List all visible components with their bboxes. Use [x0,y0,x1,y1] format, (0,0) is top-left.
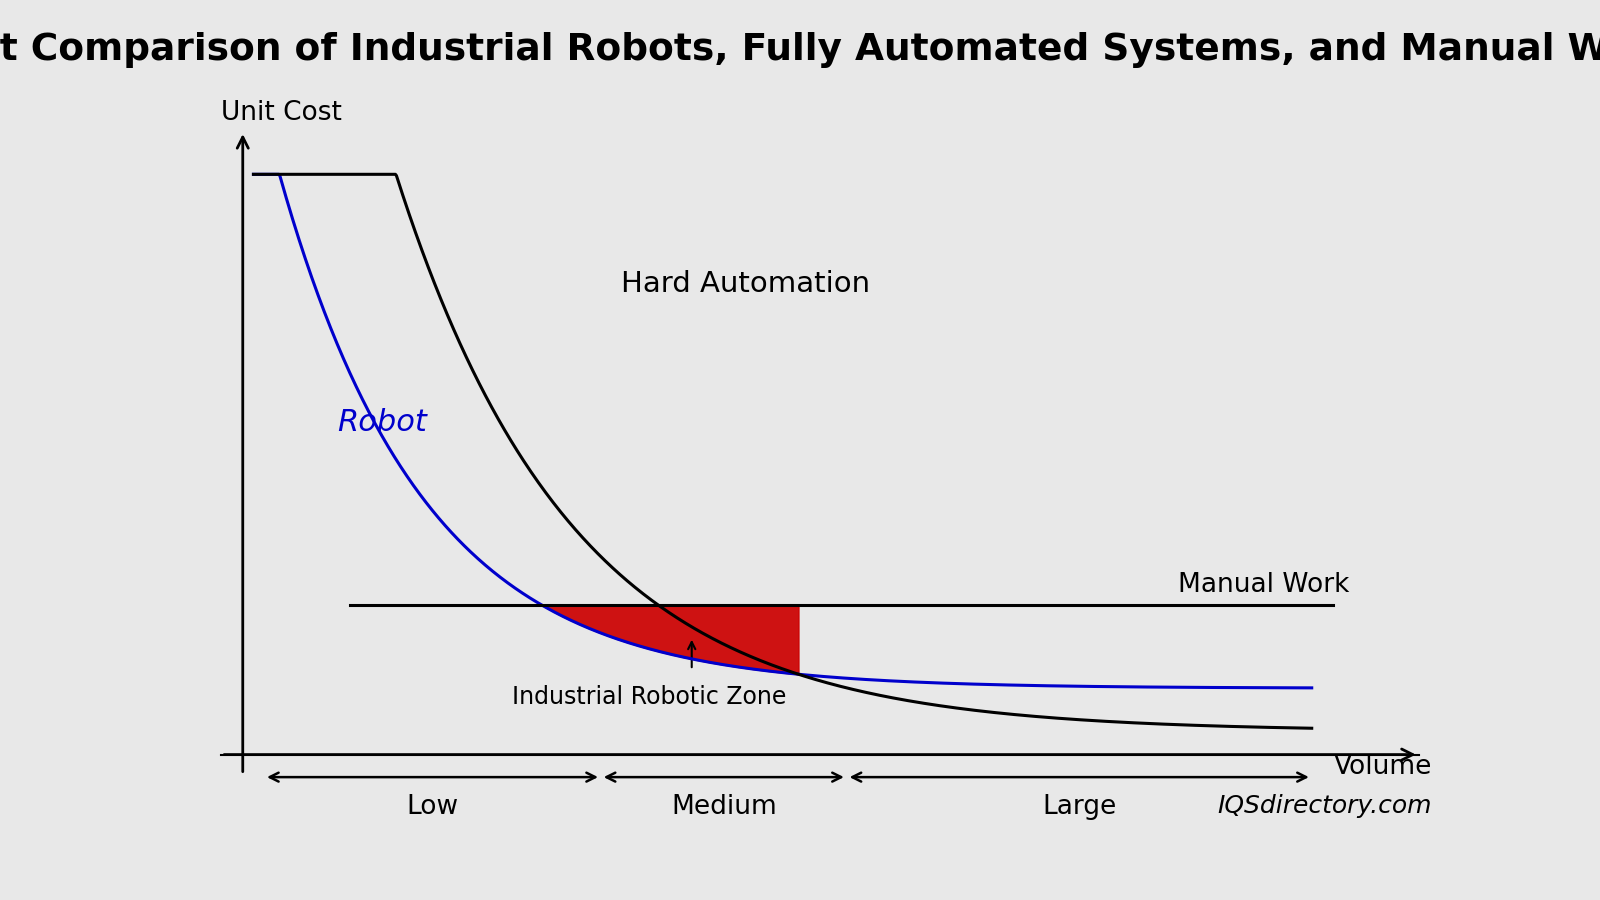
Text: Cost Comparison of Industrial Robots, Fully Automated Systems, and Manual Work: Cost Comparison of Industrial Robots, Fu… [0,32,1600,68]
Text: Low: Low [406,795,459,821]
Text: Industrial Robotic Zone: Industrial Robotic Zone [512,685,786,708]
Text: Robot: Robot [336,409,427,437]
Text: Volume: Volume [1334,754,1432,779]
Text: IQSdirectory.com: IQSdirectory.com [1218,794,1432,817]
Text: Large: Large [1042,795,1117,821]
Text: Medium: Medium [670,795,776,821]
Text: Unit Cost: Unit Cost [221,100,342,125]
Text: Hard Automation: Hard Automation [621,270,870,298]
Text: Manual Work: Manual Work [1178,572,1349,598]
